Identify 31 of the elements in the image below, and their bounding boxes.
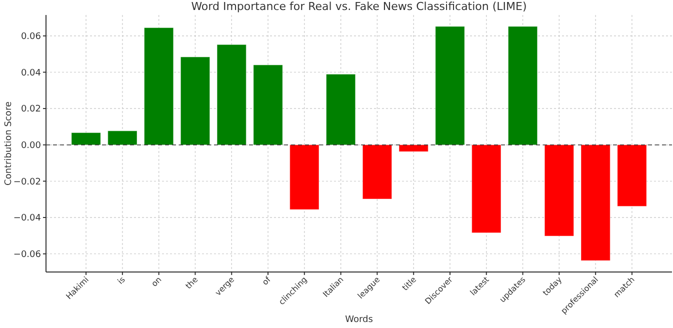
bar — [144, 27, 174, 146]
bar — [290, 144, 320, 210]
bar — [326, 74, 356, 146]
bar — [362, 144, 392, 200]
bar — [617, 144, 647, 207]
bar — [398, 144, 428, 152]
x-tick-label: the — [184, 275, 200, 291]
bar — [472, 144, 502, 234]
x-tick-label: of — [260, 274, 273, 287]
x-tick-label: on — [150, 275, 164, 288]
y-tick-label: −0.06 — [13, 250, 42, 260]
bar — [71, 132, 101, 146]
y-tick-label: 0.04 — [20, 68, 42, 78]
bar — [508, 26, 538, 146]
y-tick-label: 0.06 — [20, 32, 42, 42]
y-tick-label: −0.02 — [13, 177, 41, 188]
bar — [253, 64, 283, 146]
chart-title: Word Importance for Real vs. Fake News Classification (LIME) — [191, 0, 527, 13]
bar — [580, 144, 610, 261]
y-tick-label: −0.04 — [13, 214, 42, 224]
x-tick-label: is — [116, 275, 127, 286]
bar — [180, 56, 210, 146]
x-tick-label: title — [400, 274, 418, 292]
y-tick-label: 0.00 — [20, 141, 42, 152]
bar — [108, 130, 138, 146]
bar — [216, 44, 246, 146]
y-axis-title: Contribution Score — [4, 101, 14, 186]
y-tick-label: 0.02 — [20, 104, 41, 115]
bar — [435, 26, 465, 146]
bar — [544, 144, 574, 236]
x-axis-title: Words — [345, 315, 374, 325]
